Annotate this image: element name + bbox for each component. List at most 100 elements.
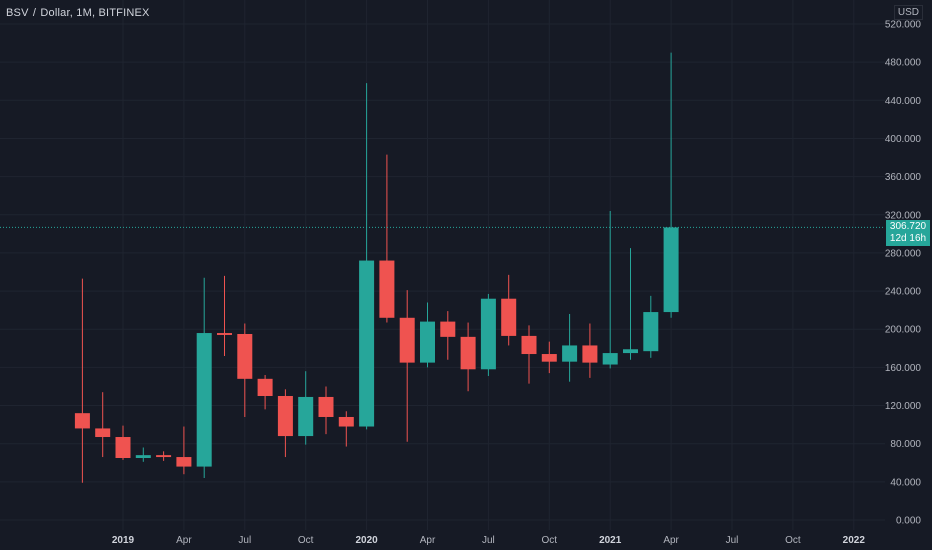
price-tick-label: 0.000 [896, 516, 921, 527]
candle-body [602, 353, 618, 365]
time-tick-label: Apr [420, 535, 436, 546]
candle-up [420, 302, 435, 368]
candle-up [623, 248, 638, 360]
time-tick-label: Jul [726, 535, 739, 546]
time-tick-label: Oct [298, 535, 314, 546]
candle-body [460, 336, 476, 370]
candle-up [602, 210, 618, 369]
time-tick-label: Oct [542, 535, 558, 546]
candle-up [196, 277, 212, 479]
candle-body [176, 457, 192, 467]
candle-down [217, 275, 232, 356]
candle-up [663, 52, 679, 318]
price-tick-label: 400.000 [885, 134, 922, 145]
candle-down [257, 375, 273, 410]
candle-body [643, 312, 659, 352]
time-tick-label: Apr [663, 535, 679, 546]
candle-down [460, 322, 476, 392]
candle-down [379, 154, 395, 323]
time-tick-label: Jul [238, 535, 251, 546]
candle-body [359, 260, 375, 427]
currency-unit-label[interactable]: USD [893, 5, 923, 20]
candle-body [399, 317, 415, 363]
candle-body [521, 335, 537, 355]
candle-up [359, 83, 375, 430]
candle-body [257, 378, 273, 396]
candle-body [95, 428, 111, 438]
candle-down [521, 325, 537, 384]
price-tick-label: 480.000 [885, 58, 922, 69]
time-tick-label: Jul [482, 535, 495, 546]
price-axis[interactable]: 0.000 40.000 80.000 120.000 160.000 200.000 24… [885, 20, 922, 527]
candle-body [379, 260, 395, 318]
time-axis[interactable]: 2019 Apr Jul Oct 2020 Apr Jul Oct 2021 Apr Jul Oct 2… [112, 535, 865, 546]
candle-body [420, 321, 435, 363]
candle-down [541, 341, 557, 374]
candle-body [217, 333, 232, 335]
candle-body [196, 333, 212, 467]
price-tick-label: 360.000 [885, 172, 922, 183]
last-price-tag: 306.720 12d 16h [886, 220, 930, 247]
symbol-label: BSV [6, 7, 29, 19]
time-tick-label: 2020 [355, 535, 378, 546]
time-tick-label: Apr [176, 535, 192, 546]
candle-down [74, 278, 90, 483]
candle-body [277, 396, 293, 437]
price-tick-label: 280.000 [885, 248, 922, 259]
candle-down [440, 311, 456, 360]
candle-body [501, 298, 517, 336]
candle-down [156, 451, 172, 461]
candle-up [643, 295, 659, 358]
candle-down [338, 411, 354, 447]
time-tick-label: 2019 [112, 535, 135, 546]
candle-body [562, 345, 578, 362]
candle-body [338, 416, 354, 427]
candle-down [582, 323, 598, 378]
price-tick-label: 160.000 [885, 363, 922, 374]
time-tick-label: 2022 [843, 535, 866, 546]
candle-body [135, 455, 151, 458]
candle-down [501, 274, 517, 346]
candle-down [237, 323, 253, 417]
price-tick-label: 320.000 [885, 210, 922, 221]
exchange-label: BITFINEX [98, 7, 150, 19]
candle-body [663, 227, 679, 313]
candle-body [74, 413, 90, 429]
quote-label: Dollar [40, 7, 70, 19]
interval-label: 1M [76, 7, 92, 19]
price-tick-label: 80.000 [890, 439, 921, 450]
bar-countdown: 12d 16h [889, 233, 927, 245]
grid-lines [0, 0, 885, 530]
candle-body [480, 298, 496, 370]
price-tick-label: 240.000 [885, 287, 922, 298]
candle-body [623, 349, 638, 354]
time-tick-label: 2021 [599, 535, 622, 546]
price-tick-label: 120.000 [885, 401, 922, 412]
candle-body [318, 396, 334, 417]
candle-body [298, 396, 314, 437]
candle-up [480, 293, 496, 376]
last-price-value: 306.720 [889, 221, 927, 233]
candle-down [318, 386, 334, 435]
candle-down [277, 389, 293, 458]
price-tick-label: 40.000 [890, 477, 921, 488]
chart-header: BSV / Dollar, 1M, BITFINEX [6, 7, 150, 19]
candles [74, 52, 679, 483]
price-tick-label: 520.000 [885, 20, 922, 31]
candle-body [440, 321, 456, 337]
candle-up [135, 447, 151, 462]
candle-body [582, 345, 598, 363]
candle-body [541, 354, 557, 362]
candle-down [115, 425, 131, 460]
candle-up [562, 313, 578, 382]
candle-body [237, 334, 253, 379]
price-tick-label: 200.000 [885, 325, 922, 336]
price-tick-label: 440.000 [885, 96, 922, 107]
candle-down [399, 290, 415, 442]
candle-down [176, 426, 192, 475]
time-tick-label: Oct [785, 535, 801, 546]
candle-body [156, 455, 172, 458]
candle-up [298, 371, 314, 445]
candle-down [95, 392, 111, 458]
